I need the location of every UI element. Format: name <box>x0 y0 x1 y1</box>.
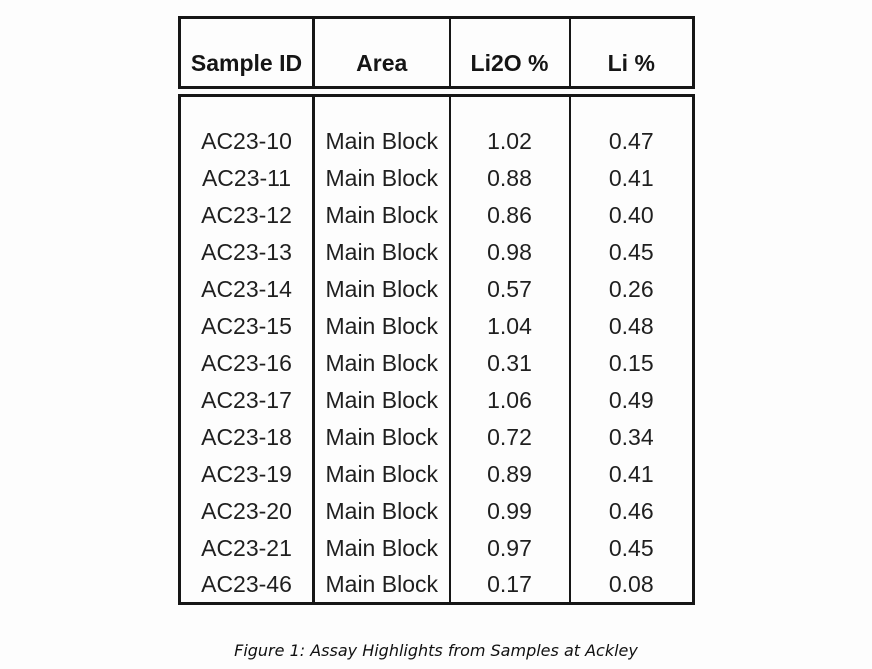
table-row: AC23-17 Main Block 1.06 0.49 <box>179 381 694 419</box>
col-header-area: Area <box>313 17 451 88</box>
cell-li-pct: 0.49 <box>608 386 654 413</box>
cell-sample-id: AC23-13 <box>179 233 315 271</box>
cell-sample-id: AC23-14 <box>179 270 315 308</box>
table-row: AC23-13 Main Block 0.98 0.45 <box>179 233 694 271</box>
cell-area: Main Block <box>313 196 451 234</box>
cell-area: Main Block <box>313 529 451 567</box>
cell-area: Main Block <box>313 159 451 197</box>
cell-sample-id: AC23-16 <box>179 344 315 382</box>
cell-li2o-pct: 0.86 <box>449 196 571 234</box>
cell-li-pct: 0.41 <box>608 460 654 487</box>
table-row: AC23-20 Main Block 0.99 0.46 <box>179 492 694 530</box>
cell-sample-id: AC23-18 <box>179 418 315 456</box>
cell-li2o-pct: 0.88 <box>449 159 571 197</box>
assay-table-header: Sample ID Area Li2O % Li % <box>178 16 695 89</box>
cell-sample-id: AC23-10 <box>179 122 315 160</box>
cell-li-pct: 0.41 <box>608 164 654 191</box>
table-row: AC23-10 Main Block 1.02 0.47 <box>179 122 694 160</box>
cell-li-pct: 0.45 <box>608 534 654 561</box>
cell-sample-id: AC23-15 <box>179 307 315 345</box>
cell-li-pct: 0.34 <box>608 423 654 450</box>
cell-li-pct: 0.48 <box>608 312 654 339</box>
table-row: AC23-11 Main Block 0.88 0.41 <box>179 159 694 197</box>
cell-area: Main Block <box>313 122 451 160</box>
cell-sample-id: AC23-12 <box>179 196 315 234</box>
cell-area: Main Block <box>313 270 451 308</box>
header-row: Sample ID Area Li2O % Li % <box>179 17 694 88</box>
table-row: AC23-16 Main Block 0.31 0.15 <box>179 344 694 382</box>
cell-li-pct: 0.46 <box>608 497 654 524</box>
table-row: AC23-21 Main Block 0.97 0.45 <box>179 529 694 567</box>
cell-sample-id: AC23-21 <box>179 529 315 567</box>
table-row: AC23-19 Main Block 0.89 0.41 <box>179 455 694 493</box>
cell-sample-id: AC23-19 <box>179 455 315 493</box>
assay-figure: Sample ID Area Li2O % Li % AC23-10 Main … <box>178 16 695 605</box>
cell-sample-id: AC23-46 <box>179 566 315 604</box>
assay-table-body: AC23-10 Main Block 1.02 0.47 AC23-11 Mai… <box>178 94 695 605</box>
cell-area: Main Block <box>313 455 451 493</box>
table-row: AC23-15 Main Block 1.04 0.48 <box>179 307 694 345</box>
cell-area: Main Block <box>313 418 451 456</box>
cell-li2o-pct: 0.97 <box>449 529 571 567</box>
cell-li-pct: 0.40 <box>608 201 654 228</box>
cell-li2o-pct: 1.02 <box>449 122 571 160</box>
cell-li-pct: 0.15 <box>608 349 654 376</box>
cell-li2o-pct: 0.17 <box>449 566 571 604</box>
cell-sample-id: AC23-20 <box>179 492 315 530</box>
cell-area: Main Block <box>313 233 451 271</box>
col-header-sample-id: Sample ID <box>179 17 315 88</box>
cell-li2o-pct: 0.31 <box>449 344 571 382</box>
cell-area: Main Block <box>313 344 451 382</box>
cell-li-pct: 0.26 <box>608 275 654 302</box>
cell-li2o-pct: 0.99 <box>449 492 571 530</box>
cell-li2o-pct: 0.57 <box>449 270 571 308</box>
col-header-li2o-pct: Li2O % <box>449 17 571 88</box>
cell-li2o-pct: 0.89 <box>449 455 571 493</box>
cell-area: Main Block <box>313 492 451 530</box>
spacer-row <box>179 95 694 123</box>
cell-li2o-pct: 1.04 <box>449 307 571 345</box>
cell-sample-id: AC23-11 <box>179 159 315 197</box>
table-row: AC23-46 Main Block 0.17 0.08 <box>179 566 694 604</box>
cell-li-pct: 0.45 <box>608 238 654 265</box>
cell-li-pct: 0.47 <box>608 127 654 154</box>
col-header-li-pct: Li % <box>607 50 655 76</box>
cell-li2o-pct: 0.98 <box>449 233 571 271</box>
figure-caption: Figure 1: Assay Highlights from Samples … <box>234 641 638 660</box>
table-row: AC23-18 Main Block 0.72 0.34 <box>179 418 694 456</box>
cell-li2o-pct: 0.72 <box>449 418 571 456</box>
cell-area: Main Block <box>313 307 451 345</box>
table-row: AC23-14 Main Block 0.57 0.26 <box>179 270 694 308</box>
cell-area: Main Block <box>313 381 451 419</box>
cell-li2o-pct: 1.06 <box>449 381 571 419</box>
cell-sample-id: AC23-17 <box>179 381 315 419</box>
table-row: AC23-12 Main Block 0.86 0.40 <box>179 196 694 234</box>
cell-area: Main Block <box>313 566 451 604</box>
cell-li-pct: 0.08 <box>608 570 654 597</box>
